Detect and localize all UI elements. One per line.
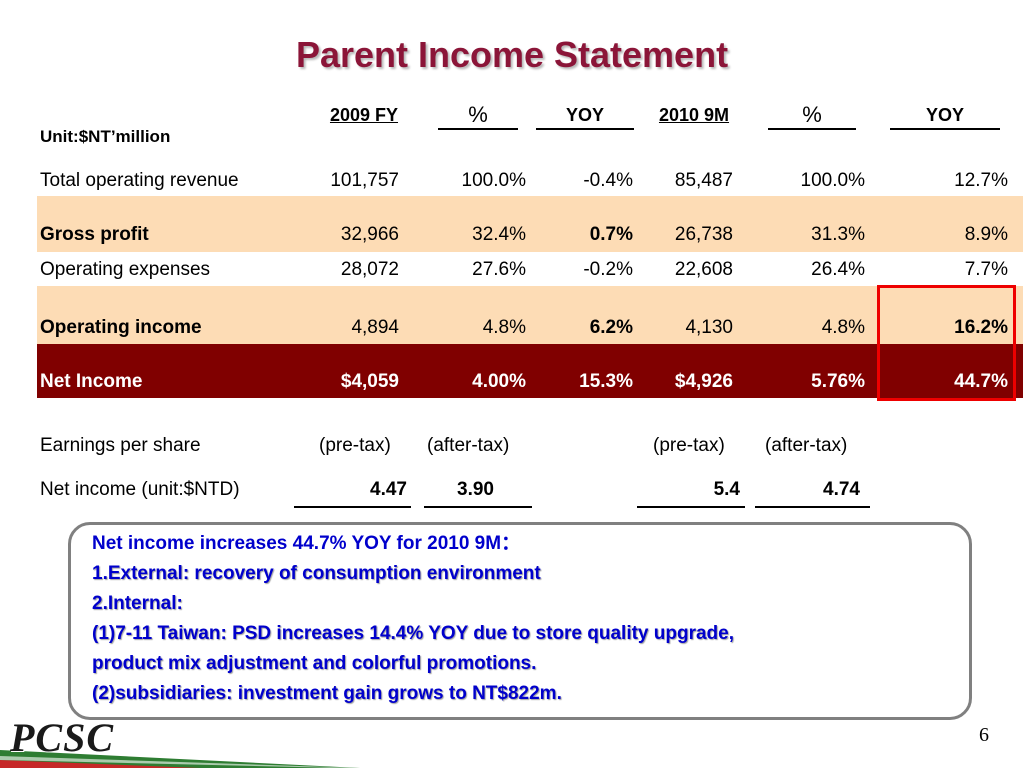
cell-pct-2009: 4.00% bbox=[472, 371, 526, 392]
cell-2009-fy: 28,072 bbox=[340, 259, 399, 280]
eps-underline bbox=[294, 506, 411, 508]
logo-text: PCSC bbox=[10, 715, 115, 760]
cell-yoy-2009: -0.4% bbox=[583, 170, 633, 191]
table-row-gross-profit: Gross profit 32,966 32.4% 0.7% 26,738 31… bbox=[37, 196, 1023, 252]
cell-2009-fy: 101,757 bbox=[330, 170, 399, 191]
header-pct-2009: % bbox=[468, 102, 488, 127]
note-line-2: 1.External: recovery of consumption envi… bbox=[92, 563, 541, 584]
cell-pct-2009: 100.0% bbox=[461, 170, 526, 191]
cell-pct-2009: 32.4% bbox=[472, 224, 526, 245]
row-label: Operating expenses bbox=[40, 259, 211, 280]
cell-yoy-2010: 12.7% bbox=[954, 170, 1008, 191]
table-row-operating-income: Operating income 4,894 4.8% 6.2% 4,130 4… bbox=[37, 286, 1023, 344]
note-line-1: Net income increases 44.7% YOY for 2010 … bbox=[92, 533, 521, 554]
table-row-total-operating-revenue: Total operating revenue 101,757 100.0% -… bbox=[37, 166, 1023, 196]
page-title: Parent Income Statement bbox=[295, 34, 729, 75]
cell-pct-2010: 26.4% bbox=[811, 259, 865, 280]
header-underline bbox=[536, 128, 634, 130]
table-row-operating-expenses: Operating expenses 28,072 27.6% -0.2% 22… bbox=[37, 252, 1023, 286]
header-2010-9m: 2010 9M bbox=[658, 105, 730, 125]
eps-col-pre-tax-2009: (pre-tax) bbox=[319, 435, 391, 456]
cell-2010-9m: $4,926 bbox=[674, 371, 733, 392]
notes-box bbox=[68, 522, 972, 720]
eps-value-after-tax-2010: 4.74 bbox=[823, 479, 860, 500]
row-label: Net Income bbox=[40, 371, 143, 392]
header-underline bbox=[890, 128, 1000, 130]
cell-yoy-2010: 8.9% bbox=[964, 224, 1008, 245]
header-underline bbox=[768, 128, 856, 130]
page-number: 6 bbox=[979, 724, 989, 746]
row-label: Operating income bbox=[40, 317, 202, 338]
cell-pct-2010: 5.76% bbox=[811, 371, 865, 392]
cell-2010-9m: 22,608 bbox=[674, 259, 733, 280]
header-yoy-2010: YOY bbox=[925, 105, 964, 125]
eps-underline bbox=[755, 506, 870, 508]
cell-yoy-2010: 16.2% bbox=[954, 317, 1008, 338]
header-underline bbox=[438, 128, 518, 130]
eps-net-income-label: Net income (unit:$NTD) bbox=[40, 479, 240, 500]
cell-pct-2010: 4.8% bbox=[821, 317, 865, 338]
cell-2009-fy: $4,059 bbox=[340, 371, 399, 392]
note-line-5: product mix adjustment and colorful prom… bbox=[92, 653, 537, 674]
cell-yoy-2009: 15.3% bbox=[579, 371, 633, 392]
logo-stripes-icon bbox=[0, 750, 360, 768]
cell-2010-9m: 85,487 bbox=[674, 170, 733, 191]
note-line-3: 2.Internal: bbox=[92, 593, 183, 614]
eps-label: Earnings per share bbox=[40, 435, 201, 456]
cell-pct-2009: 27.6% bbox=[472, 259, 526, 280]
table-row-net-income: Net Income $4,059 4.00% 15.3% $4,926 5.7… bbox=[37, 344, 1023, 398]
cell-yoy-2009: -0.2% bbox=[583, 259, 633, 280]
eps-value-pre-tax-2010: 5.4 bbox=[713, 479, 740, 500]
cell-pct-2010: 100.0% bbox=[800, 170, 865, 191]
note-line-4: (1)7-11 Taiwan: PSD increases 14.4% YOY … bbox=[92, 623, 735, 644]
eps-col-after-tax-2009: (after-tax) bbox=[427, 435, 510, 456]
row-label: Gross profit bbox=[40, 224, 149, 245]
header-2009-fy: 2009 FY bbox=[329, 105, 399, 125]
header-yoy-2009: YOY bbox=[565, 105, 604, 125]
cell-2010-9m: 26,738 bbox=[674, 224, 733, 245]
eps-value-pre-tax-2009: 4.47 bbox=[370, 479, 407, 500]
eps-underline bbox=[637, 506, 745, 508]
highlight-box bbox=[877, 285, 1016, 401]
eps-underline bbox=[424, 506, 532, 508]
cell-yoy-2009: 6.2% bbox=[589, 317, 633, 338]
eps-col-pre-tax-2010: (pre-tax) bbox=[653, 435, 725, 456]
pcsc-logo: PCSC bbox=[0, 710, 360, 768]
eps-col-after-tax-2010: (after-tax) bbox=[765, 435, 848, 456]
cell-2009-fy: 32,966 bbox=[340, 224, 399, 245]
cell-yoy-2009: 0.7% bbox=[589, 224, 633, 245]
cell-pct-2010: 31.3% bbox=[811, 224, 865, 245]
cell-yoy-2010: 7.7% bbox=[964, 259, 1008, 280]
note-line-6: (2)subsidiaries: investment gain grows t… bbox=[92, 683, 562, 704]
row-label: Total operating revenue bbox=[40, 170, 239, 191]
unit-label: Unit:$NT’million bbox=[40, 127, 171, 146]
cell-yoy-2010: 44.7% bbox=[954, 371, 1008, 392]
cell-2010-9m: 4,130 bbox=[685, 317, 733, 338]
cell-pct-2009: 4.8% bbox=[482, 317, 526, 338]
header-pct-2010: % bbox=[802, 102, 822, 127]
eps-value-after-tax-2009: 3.90 bbox=[457, 479, 494, 500]
cell-2009-fy: 4,894 bbox=[351, 317, 399, 338]
